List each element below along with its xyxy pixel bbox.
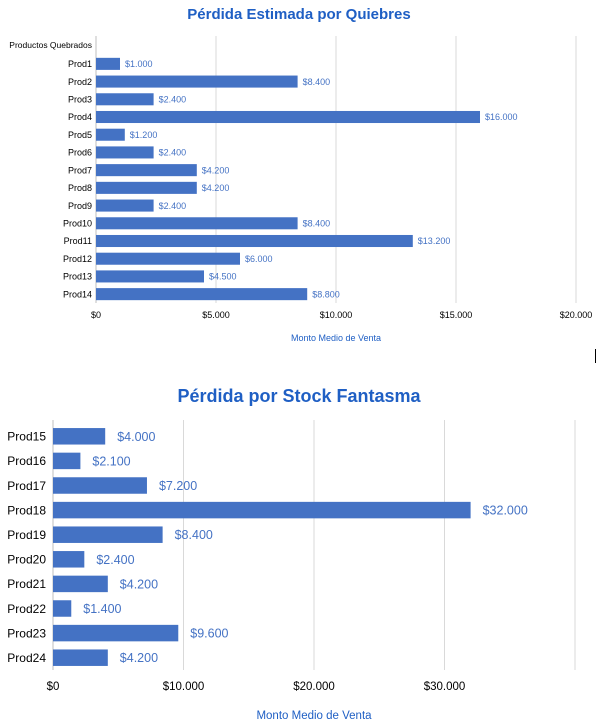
chart1-data-label: $1.200 xyxy=(130,130,158,140)
chart1-bar xyxy=(96,75,298,88)
chart2-category-label: Prod24 xyxy=(7,651,46,665)
chart2-category-label: Prod19 xyxy=(7,528,46,542)
chart1-bar xyxy=(96,270,204,283)
chart2-bar xyxy=(53,624,179,642)
chart1-bar xyxy=(96,164,197,177)
chart2-category-label: Prod20 xyxy=(7,553,46,567)
chart1-bar xyxy=(96,128,125,141)
chart1-data-label: $4.200 xyxy=(202,183,230,193)
chart1-data-label: $16.000 xyxy=(485,112,518,122)
chart2-x-tick-label: $30.000 xyxy=(424,681,466,693)
chart1-x-tick-label: $20.000 xyxy=(560,310,593,320)
chart1-category-label: Prod7 xyxy=(68,165,92,175)
chart1-category-label: Prod5 xyxy=(68,130,92,140)
chart2-bar xyxy=(53,428,106,445)
chart1-data-label: $2.400 xyxy=(159,201,187,211)
chart1-category-label: Prod3 xyxy=(68,95,92,105)
chart2-bar xyxy=(53,551,85,568)
chart1-category-label: Prod13 xyxy=(63,272,92,282)
chart1-category-label: Prod1 xyxy=(68,59,92,69)
chart1-data-label: $6.000 xyxy=(245,254,273,264)
chart1-category-label: Prod11 xyxy=(64,236,92,246)
chart1-data-label: $2.400 xyxy=(159,148,187,158)
chart1-category-label: Prod10 xyxy=(63,219,92,229)
chart2-data-label: $8.400 xyxy=(175,528,213,542)
chart1-data-label: $8.800 xyxy=(312,289,340,299)
chart1-x-tick-label: $0 xyxy=(91,310,101,320)
chart1-category-label: Prod6 xyxy=(68,148,92,158)
chart2-data-label: $32.000 xyxy=(483,504,528,518)
chart1-category-label: Prod9 xyxy=(68,201,92,211)
chart1-bar xyxy=(96,234,413,248)
chart2-category-label: Prod15 xyxy=(7,430,46,444)
chart2-data-label: $2.100 xyxy=(92,454,130,468)
chart1-category-label: Prod14 xyxy=(63,289,92,299)
chart2-data-label: $1.400 xyxy=(83,602,121,616)
chart1-category-label: Prod2 xyxy=(68,77,92,87)
text-cursor xyxy=(595,349,596,363)
chart1-data-label: $4.200 xyxy=(202,165,230,175)
chart1-x-tick-label: $10.000 xyxy=(320,310,353,320)
chart1-category-header: Productos Quebrados xyxy=(9,40,92,50)
chart2-bar xyxy=(53,600,72,617)
chart1-bar xyxy=(96,57,120,70)
chart2-category-label: Prod16 xyxy=(7,454,46,468)
chart2-x-tick-label: $0 xyxy=(47,681,60,693)
chart1-bar xyxy=(96,110,480,124)
chart2-category-label: Prod17 xyxy=(7,479,46,493)
chart2-data-label: $7.200 xyxy=(159,479,197,493)
chart1-plot: $0 $5.000 $10.000 $15.000 $20.000 Prod1 $1.000… xyxy=(9,36,593,343)
chart1-category-label: Prod4 xyxy=(68,112,92,122)
chart1-bar xyxy=(96,217,298,230)
chart1-bar xyxy=(96,93,154,106)
chart2-title: Pérdida por Stock Fantasma xyxy=(177,386,421,406)
chart1-data-label: $1.000 xyxy=(125,59,153,69)
chart2-x-tick-label: $20.000 xyxy=(293,681,335,693)
chart1-data-label: $13.200 xyxy=(418,236,451,246)
chart1-bar xyxy=(96,146,154,159)
chart2-category-label: Prod21 xyxy=(7,577,46,591)
chart2-category-label: Prod23 xyxy=(7,626,46,640)
chart2-data-label: $4.200 xyxy=(120,577,158,591)
chart2-category-label: Prod18 xyxy=(7,503,46,517)
chart1-category-label: Prod8 xyxy=(68,183,92,193)
chart2-x-tick-label: $10.000 xyxy=(163,681,205,693)
chart1-bar xyxy=(96,181,197,194)
chart1-x-axis-title: Monto Medio de Venta xyxy=(291,333,381,343)
chart1-bar xyxy=(96,199,154,212)
chart1-bar xyxy=(96,288,308,301)
chart2-data-label: $2.400 xyxy=(96,553,134,567)
chart1-category-label: Prod12 xyxy=(63,254,92,264)
chart2-data-label: $4.000 xyxy=(117,430,155,444)
chart2-data-label: $4.200 xyxy=(120,651,158,665)
chart1-data-label: $2.400 xyxy=(159,95,187,105)
chart1-bar xyxy=(96,252,240,265)
chart1-x-tick-label: $15.000 xyxy=(440,310,473,320)
chart2-bar xyxy=(53,575,108,593)
chart1-data-label: $4.500 xyxy=(209,272,237,282)
chart2-x-axis-title: Monto Medio de Venta xyxy=(256,710,372,722)
chart2-category-label: Prod22 xyxy=(7,602,46,616)
chart2-bar xyxy=(53,649,108,666)
chart1-data-label: $8.400 xyxy=(303,77,331,87)
chart1-x-tick-label: $5.000 xyxy=(202,310,230,320)
chart2-bar xyxy=(53,526,163,543)
chart2-bar xyxy=(53,452,81,470)
chart1-title: Pérdida Estimada por Quiebres xyxy=(187,6,411,23)
chart2-data-label: $9.600 xyxy=(190,627,228,641)
chart2-bar xyxy=(53,501,471,519)
chart1-data-label: $8.400 xyxy=(303,219,331,229)
chart2-bar xyxy=(53,477,147,494)
